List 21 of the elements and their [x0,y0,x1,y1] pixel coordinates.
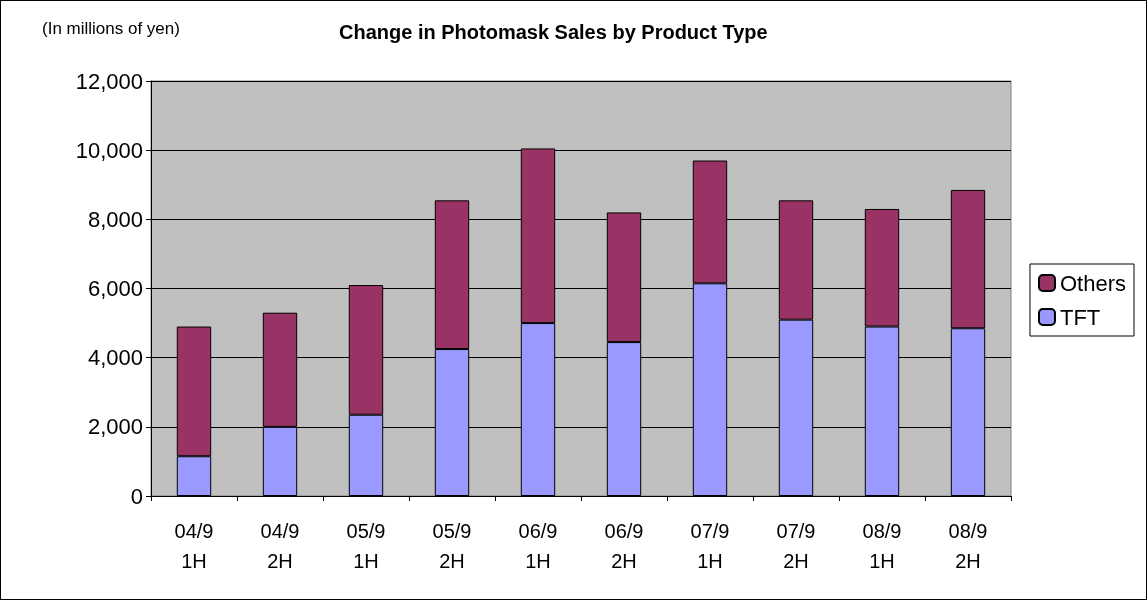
legend-label: Others [1059,270,1127,296]
y-axis-title: (In millions of yen) [42,19,180,38]
x-tick-label: 05/9 2H [432,520,472,572]
x-tick-label: 08/9 1H [862,520,902,572]
x-tick-label: 06/9 1H [518,520,558,572]
y-tick-label: 10,000 [75,137,143,163]
x-tick-label: 06/9 2H [604,520,644,572]
x-tick-label: 07/9 2H [776,520,816,572]
x-tick-label: 04/9 2H [260,520,300,572]
y-tick-label: 0 [130,483,143,509]
legend-label: TFT [1059,304,1101,330]
y-tick-label: 8,000 [87,206,143,232]
x-tick-label: 04/9 1H [174,520,214,572]
y-tick-label: 12,000 [75,68,143,94]
x-tick-label: 07/9 1H [690,520,730,572]
y-tick-label: 2,000 [87,414,143,440]
x-tick-label: 05/9 1H [346,520,386,572]
y-tick-label: 6,000 [87,276,143,301]
chart-title: Change in Photomask Sales by Product Type [339,21,768,43]
x-tick-label: 08/9 2H [948,520,988,572]
y-tick-label: 4,000 [87,345,143,371]
